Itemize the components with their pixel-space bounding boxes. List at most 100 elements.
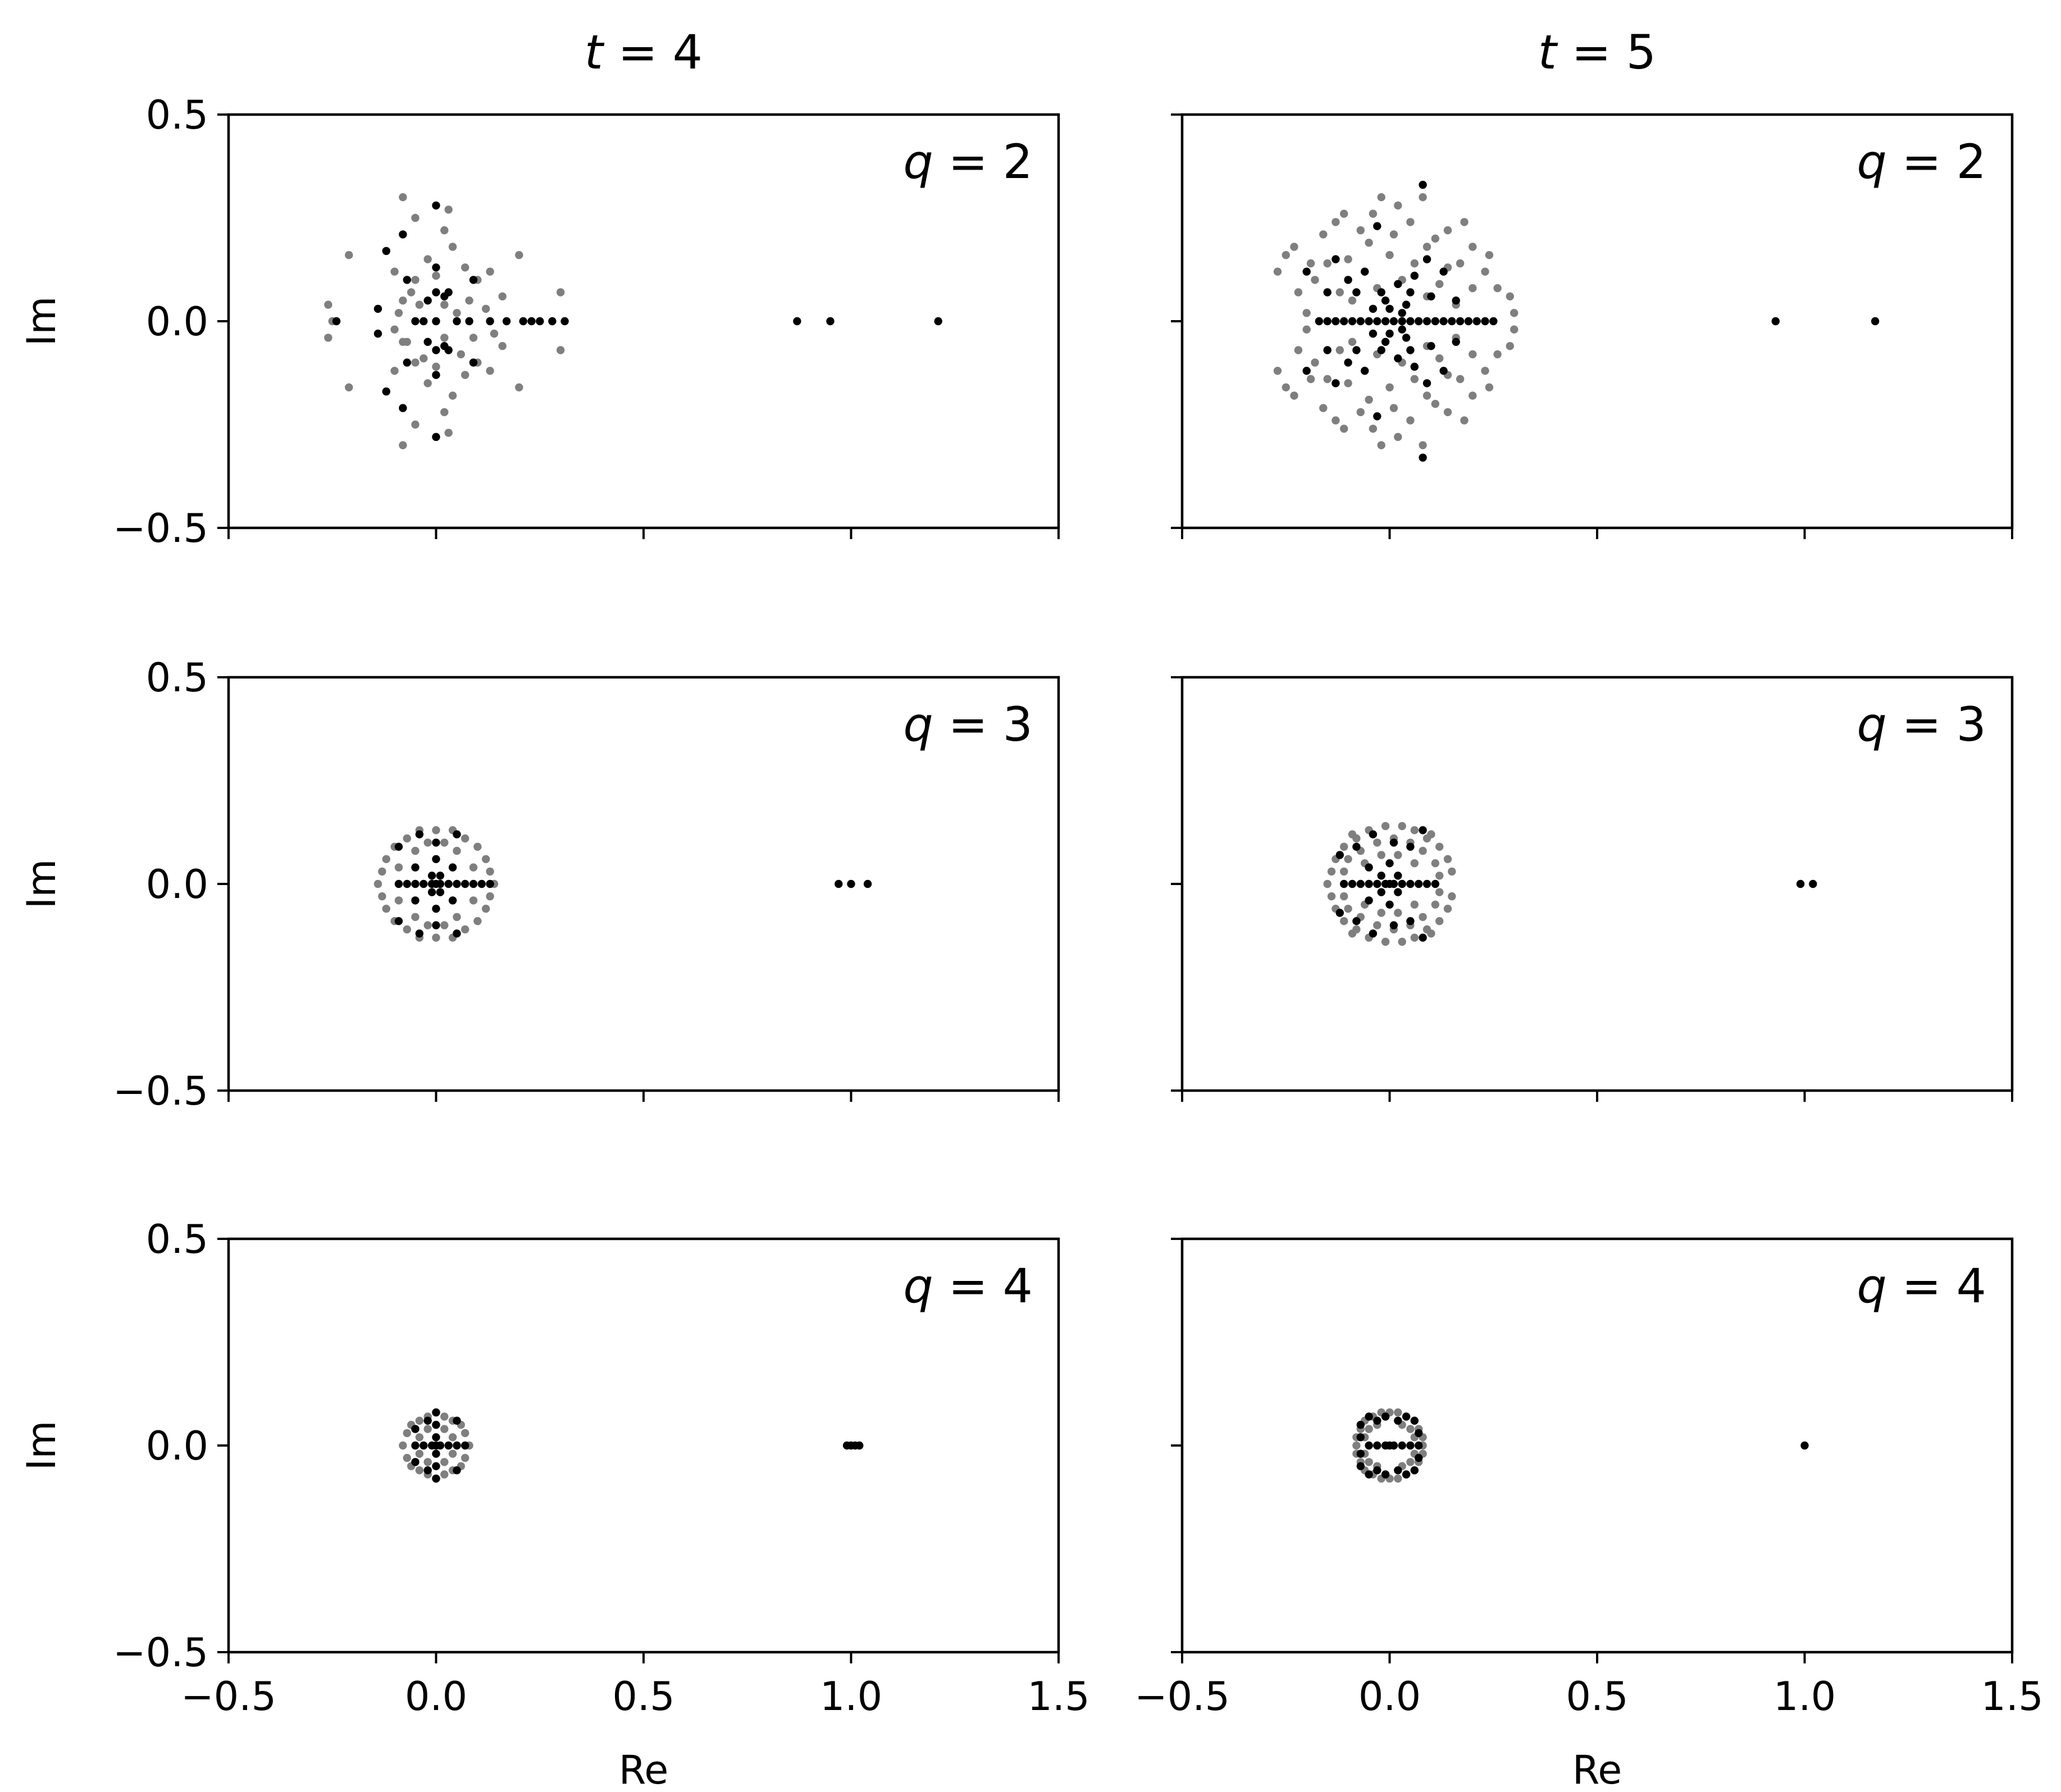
data-point: [1389, 879, 1398, 888]
panel-annotation-variable: q: [1857, 1258, 1886, 1314]
data-point: [457, 350, 465, 359]
data-point: [440, 226, 449, 235]
data-point: [1340, 209, 1348, 218]
y-axis-label: Im: [19, 859, 65, 909]
data-point: [373, 329, 382, 338]
data-point: [1402, 1470, 1411, 1479]
data-point: [1344, 276, 1352, 284]
data-point: [1319, 230, 1328, 239]
data-point: [403, 1429, 411, 1438]
column-title-1-variable: t: [585, 25, 605, 80]
column-title-2: t = 5: [1538, 25, 1656, 80]
data-point: [486, 367, 494, 375]
data-point: [1422, 391, 1431, 400]
data-point: [469, 276, 478, 284]
data-point: [432, 288, 440, 297]
data-point: [1435, 872, 1444, 880]
data-point: [461, 879, 469, 888]
data-point: [1415, 879, 1423, 888]
data-point: [423, 1466, 432, 1475]
data-point: [444, 428, 453, 437]
data-point: [469, 863, 478, 872]
data-point: [1510, 309, 1519, 317]
data-point: [1348, 879, 1357, 888]
data-point: [1373, 222, 1381, 230]
data-point: [444, 206, 453, 214]
panel-r1-c1: −0.5 0.0 0.5 Im q = 2: [19, 92, 1060, 551]
data-point: [1335, 346, 1344, 354]
data-point: [1422, 379, 1431, 387]
data-point: [324, 334, 332, 342]
data-point: [448, 243, 457, 251]
data-point: [436, 888, 445, 896]
scatter-points: [373, 826, 872, 942]
data-point: [420, 879, 428, 888]
data-point: [793, 317, 801, 326]
panel-annotation-value: 2: [1957, 134, 1986, 189]
column-title-1: t = 4: [585, 25, 703, 80]
data-point: [1439, 317, 1448, 326]
panel-annotation-equals: =: [933, 697, 1003, 752]
data-point: [1469, 243, 1477, 251]
data-point: [1332, 379, 1340, 387]
data-point: [423, 1416, 432, 1425]
data-point: [1394, 1408, 1402, 1417]
panel-annotation: q = 3: [903, 697, 1033, 752]
data-point: [1415, 317, 1423, 326]
data-point: [1373, 1441, 1381, 1450]
data-point: [432, 201, 440, 210]
data-point: [847, 879, 855, 888]
data-point: [1410, 1416, 1419, 1425]
data-point: [473, 842, 482, 851]
data-point: [390, 367, 399, 375]
data-point: [1356, 879, 1365, 888]
data-point: [1419, 826, 1427, 835]
data-point: [1377, 288, 1385, 297]
data-point: [1344, 855, 1352, 864]
data-point: [461, 925, 469, 934]
data-point: [423, 921, 432, 929]
data-point: [1489, 317, 1498, 326]
data-point: [1365, 1470, 1373, 1479]
x-tick-label: −0.5: [1134, 1674, 1230, 1720]
data-point: [1290, 391, 1298, 400]
data-point: [373, 879, 382, 888]
data-point: [345, 383, 353, 391]
data-point: [1439, 267, 1448, 276]
data-point: [432, 432, 440, 441]
data-point: [1377, 888, 1385, 896]
data-point: [1361, 367, 1369, 375]
scatter-series-1: [1273, 193, 1519, 449]
data-point: [411, 1441, 420, 1450]
data-point: [1406, 416, 1415, 425]
data-point: [469, 358, 478, 367]
data-point: [399, 441, 407, 449]
data-point: [415, 1416, 424, 1425]
data-point: [444, 346, 453, 354]
data-point: [1443, 855, 1452, 864]
data-point: [440, 838, 449, 847]
data-point: [399, 193, 407, 202]
data-point: [1469, 350, 1477, 359]
data-point: [1431, 234, 1439, 243]
data-point: [432, 826, 440, 835]
scatter-series-2: [1302, 180, 1880, 462]
data-point: [440, 1470, 449, 1479]
data-point: [1356, 226, 1365, 235]
data-point: [1435, 354, 1444, 363]
data-point: [1406, 1441, 1415, 1450]
data-point: [1381, 1412, 1390, 1421]
data-point: [1323, 259, 1332, 268]
data-point: [423, 338, 432, 346]
panel-r1-c2: q = 2: [1171, 113, 2014, 539]
data-point: [461, 834, 469, 843]
data-point: [1406, 218, 1415, 226]
data-point: [1381, 338, 1390, 346]
x-tick-label: −0.5: [181, 1674, 276, 1720]
data-point: [1410, 1466, 1419, 1475]
data-point: [1394, 909, 1402, 917]
data-point: [1485, 251, 1494, 259]
data-point: [432, 371, 440, 379]
